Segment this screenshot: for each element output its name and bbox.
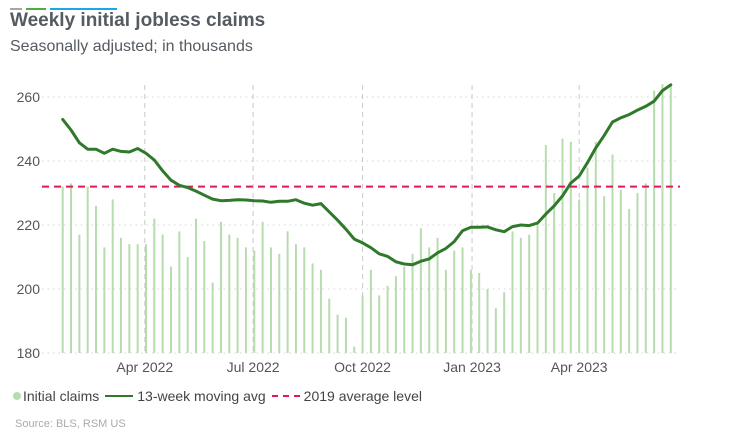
claims-bar bbox=[236, 237, 239, 353]
legend: Initial claims 13-week moving avg 2019 a… bbox=[13, 388, 422, 404]
y-tick-label: 200 bbox=[17, 281, 41, 297]
claims-bar bbox=[211, 282, 214, 353]
chart-subtitle: Seasonally adjusted; in thousands bbox=[10, 38, 253, 55]
claims-bar bbox=[78, 234, 81, 353]
claims-bar bbox=[378, 295, 381, 353]
claims-bar bbox=[70, 183, 73, 353]
claims-bar bbox=[261, 221, 264, 353]
claims-bar bbox=[653, 90, 656, 353]
claims-bar bbox=[478, 273, 481, 353]
claims-bar bbox=[128, 244, 131, 353]
claims-bar bbox=[61, 186, 64, 353]
claims-bar bbox=[553, 193, 556, 353]
claims-bar bbox=[419, 228, 422, 353]
claims-bar bbox=[269, 247, 272, 353]
claims-bar bbox=[594, 141, 597, 353]
claims-bar bbox=[494, 308, 497, 353]
x-tick-label: Apr 2023 bbox=[551, 359, 608, 375]
claims-bar bbox=[153, 218, 156, 353]
claims-bar bbox=[286, 231, 289, 353]
claims-bar bbox=[444, 269, 447, 353]
claims-bar bbox=[111, 199, 114, 353]
x-tick-label: Apr 2022 bbox=[116, 359, 173, 375]
claims-bar bbox=[253, 250, 256, 353]
claims-bar bbox=[228, 234, 231, 353]
claims-bar bbox=[353, 346, 356, 353]
claims-bar bbox=[186, 257, 189, 353]
claims-bar bbox=[636, 193, 639, 353]
accent-bar-green bbox=[26, 8, 46, 10]
claims-bar bbox=[369, 269, 372, 353]
claims-bar bbox=[86, 186, 89, 353]
claims-bar bbox=[586, 167, 589, 353]
x-tick-label: Jan 2023 bbox=[443, 359, 501, 375]
claims-bar bbox=[511, 231, 514, 353]
accent-bar-grey bbox=[10, 8, 22, 10]
claims-bar bbox=[244, 247, 247, 353]
legend-moving-avg: 13-week moving avg bbox=[137, 388, 266, 404]
legend-dash-swatch bbox=[271, 395, 300, 397]
claims-bar bbox=[344, 317, 347, 353]
claims-bar bbox=[503, 292, 506, 353]
claims-bar bbox=[278, 253, 281, 353]
x-tick-label: Oct 2022 bbox=[334, 359, 391, 375]
claims-bar bbox=[436, 237, 439, 353]
claims-bar bbox=[611, 154, 614, 353]
claims-bar bbox=[486, 289, 489, 353]
claims-bar bbox=[428, 247, 431, 353]
claims-bar bbox=[303, 247, 306, 353]
claims-bar bbox=[203, 241, 206, 353]
chart-title: Weekly initial jobless claims bbox=[10, 10, 266, 31]
claims-bar bbox=[561, 138, 564, 353]
claims-bar bbox=[120, 237, 123, 353]
claims-bar bbox=[528, 234, 531, 353]
claims-bar bbox=[403, 266, 406, 353]
claims-bar bbox=[469, 269, 472, 353]
claims-bar bbox=[194, 218, 197, 353]
claims-bar bbox=[544, 145, 547, 353]
moving-average-line bbox=[61, 83, 673, 267]
y-tick-label: 260 bbox=[17, 89, 41, 105]
claims-bar bbox=[578, 199, 581, 353]
claims-bar bbox=[453, 250, 456, 353]
claims-bar bbox=[644, 183, 647, 353]
claims-bar bbox=[161, 234, 164, 353]
claims-bar bbox=[628, 209, 631, 353]
y-tick-label: 180 bbox=[17, 345, 41, 361]
claims-bar bbox=[394, 276, 397, 353]
claims-bar bbox=[661, 84, 664, 353]
claims-bar bbox=[169, 266, 172, 353]
claims-bar bbox=[411, 253, 414, 353]
accent-bar-blue bbox=[50, 8, 117, 10]
claims-bar bbox=[536, 225, 539, 353]
legend-bar-swatch bbox=[13, 392, 21, 400]
legend-2019-average: 2019 average level bbox=[303, 388, 422, 404]
claims-bar bbox=[569, 141, 572, 353]
claims-bar bbox=[294, 244, 297, 353]
claims-bar bbox=[336, 314, 339, 353]
claims-bar bbox=[311, 263, 314, 353]
claims-bar bbox=[178, 231, 181, 353]
claims-bar bbox=[95, 205, 98, 353]
claims-bar bbox=[519, 237, 522, 353]
claims-bar bbox=[328, 298, 331, 353]
legend-line-swatch bbox=[105, 395, 134, 397]
claims-bar bbox=[461, 247, 464, 353]
claims-bar bbox=[361, 295, 364, 353]
y-tick-label: 240 bbox=[17, 153, 41, 169]
claims-bar bbox=[319, 269, 322, 353]
claims-bar bbox=[386, 285, 389, 353]
source-note: Source: BLS, RSM US bbox=[15, 418, 126, 430]
y-tick-label: 220 bbox=[17, 217, 41, 233]
claims-bar bbox=[619, 189, 622, 353]
claims-bar bbox=[136, 244, 139, 353]
claims-bar bbox=[219, 221, 222, 353]
claims-bar bbox=[103, 247, 106, 353]
claims-bar bbox=[145, 244, 147, 353]
x-tick-label: Jul 2022 bbox=[227, 359, 280, 375]
claims-bar bbox=[669, 84, 672, 353]
legend-initial-claims: Initial claims bbox=[23, 388, 100, 404]
claims-bar bbox=[603, 196, 606, 353]
